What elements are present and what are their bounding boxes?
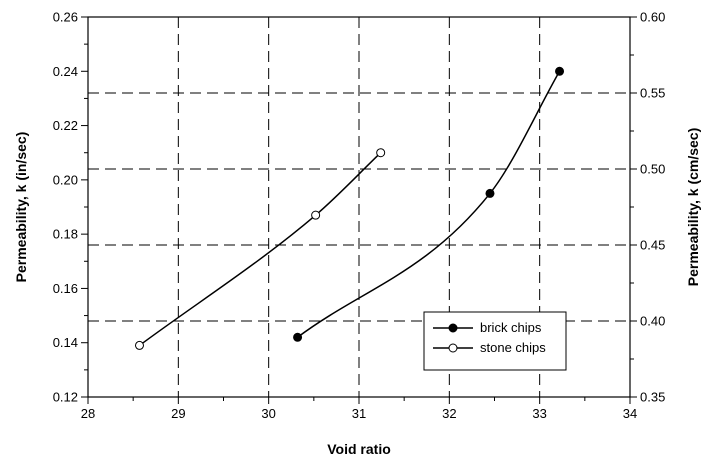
legend-label-stone: stone chips <box>480 340 546 355</box>
x-tick-label: 31 <box>352 406 366 421</box>
y-tick-label: 0.12 <box>53 390 78 405</box>
y-tick-label: 0.18 <box>53 227 78 242</box>
data-point-stone-chips <box>376 148 386 158</box>
x-tick-label: 29 <box>171 406 185 421</box>
x-axis-title: Void ratio <box>327 441 391 457</box>
y-tick-label: 0.22 <box>53 118 78 133</box>
y2-tick-label: 0.45 <box>640 238 665 253</box>
y-tick-label: 0.24 <box>53 64 78 79</box>
y2-tick-label: 0.50 <box>640 162 665 177</box>
y-tick-label: 0.20 <box>53 172 78 187</box>
data-point-stone-chips <box>311 210 321 220</box>
y2-tick-label: 0.35 <box>640 390 665 405</box>
y-tick-label: 0.16 <box>53 281 78 296</box>
y2-tick-label: 0.55 <box>640 86 665 101</box>
axis-ticks <box>81 16 637 404</box>
legend-marker-stone <box>448 343 458 353</box>
x-tick-label: 30 <box>261 406 275 421</box>
data-point-stone-chips <box>134 340 144 350</box>
legend-label-brick: brick chips <box>480 320 542 335</box>
y-tick-label: 0.26 <box>53 10 78 25</box>
x-tick-label: 28 <box>81 406 95 421</box>
x-tick-label: 34 <box>623 406 637 421</box>
legend: brick chips stone chips <box>423 311 567 371</box>
y2-tick-label: 0.60 <box>640 10 665 25</box>
tick-labels: 28 29 30 31 32 33 34 0.12 0.14 0.16 0.18 0.20 0.22 0.… <box>53 10 666 422</box>
series-points <box>134 66 565 350</box>
series-line-brick-chips <box>297 70 561 338</box>
legend-box <box>423 311 567 371</box>
data-point-brick-chips <box>485 188 495 198</box>
x-tick-label: 33 <box>532 406 546 421</box>
x-tick-label: 32 <box>442 406 456 421</box>
series-curves <box>139 70 561 347</box>
series-line-stone-chips <box>139 152 382 347</box>
data-point-brick-chips <box>555 66 565 76</box>
y-axis-title: Permeability, k (in/sec) <box>13 132 29 283</box>
y-tick-label: 0.14 <box>53 335 78 350</box>
y2-axis-title: Permeability, k (cm/sec) <box>685 128 701 286</box>
data-point-brick-chips <box>293 332 303 342</box>
legend-marker-brick <box>448 323 458 333</box>
y2-tick-label: 0.40 <box>640 314 665 329</box>
